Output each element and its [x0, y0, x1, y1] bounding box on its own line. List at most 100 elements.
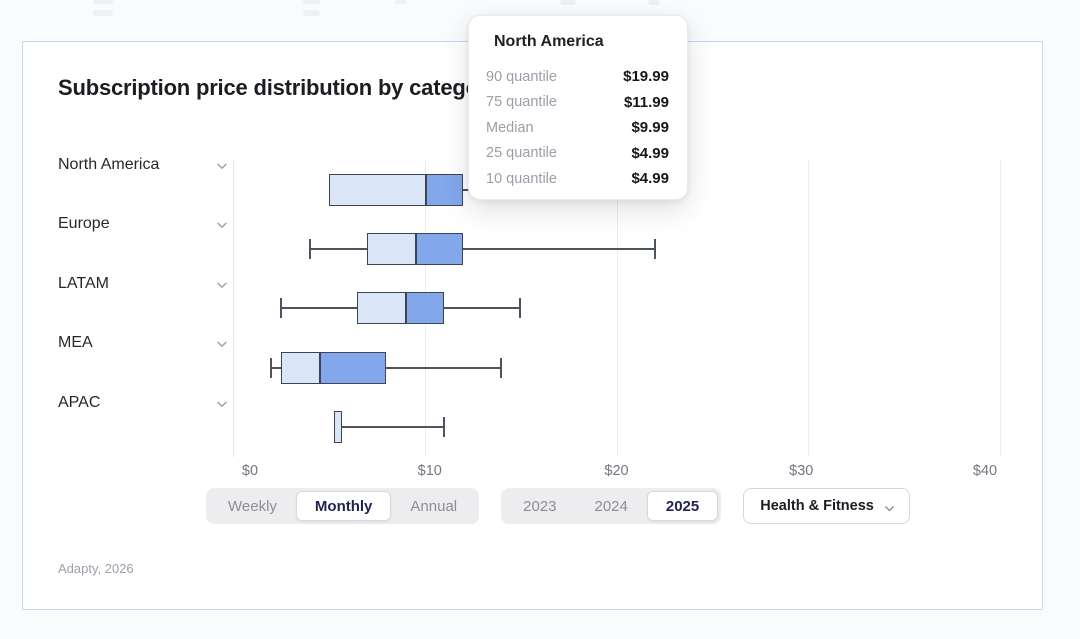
period-segmented-control: Weekly Monthly Annual: [206, 488, 480, 524]
box-median-q75: [407, 293, 443, 324]
box: [328, 173, 463, 206]
box-median-q75: [321, 352, 386, 383]
filters-row: Weekly Monthly Annual 2023 2024 2025 Health …: [206, 488, 910, 524]
region-row-north-america[interactable]: North America: [58, 155, 228, 175]
year-option-2023[interactable]: 2023: [523, 497, 557, 515]
median-line: [319, 352, 322, 383]
tooltip-quantile-label: 10 quantile: [486, 170, 557, 187]
box-median-q75: [426, 174, 462, 205]
box: [367, 233, 463, 266]
tooltip-title: North America: [494, 33, 604, 50]
whisker-line-low: [280, 307, 358, 310]
chevron-down-icon[interactable]: [216, 397, 228, 409]
region-label: MEA: [58, 334, 93, 352]
region-row-apac[interactable]: APAC: [58, 393, 228, 413]
whisker-cap-high: [653, 239, 656, 260]
chevron-down-icon[interactable]: [216, 218, 228, 230]
x-axis-tick-label: $10: [417, 463, 442, 479]
category-dropdown[interactable]: Health & Fitness: [743, 488, 910, 524]
page-title: Subscription price distribution by categ…: [58, 75, 500, 100]
whisker-line-high: [443, 307, 521, 310]
category-dropdown-value: Health & Fitness: [760, 498, 874, 514]
tooltip-quantile-value: $4.99: [631, 144, 669, 162]
tooltip-quantile-label: 25 quantile: [486, 145, 557, 162]
year-option-2024[interactable]: 2024: [594, 497, 628, 515]
tooltip-quantile-label: 90 quantile: [486, 68, 557, 85]
period-option-annual[interactable]: Annual: [410, 497, 458, 515]
tooltip-quantile-label: 75 quantile: [486, 94, 557, 111]
whisker-cap-high: [519, 298, 522, 319]
x-axis-tick-label: $40: [972, 463, 998, 479]
period-option-monthly[interactable]: Monthly: [295, 491, 392, 521]
whisker-line-high: [462, 248, 655, 251]
box-median-q75: [416, 234, 462, 265]
chevron-down-icon[interactable]: [216, 278, 228, 290]
region-label: North America: [58, 156, 160, 173]
source-footnote: Adapty, 2026: [58, 561, 134, 576]
whisker-cap-low: [279, 298, 282, 319]
tooltip-row: 75 quantile $11.99: [486, 90, 669, 116]
box: [280, 351, 387, 384]
cropped-content-fragment: [303, 10, 320, 16]
region-label: Europe: [58, 215, 110, 233]
gridline: [1000, 160, 1001, 457]
quantile-tooltip: North America 90 quantile $19.99 75 quan…: [468, 15, 688, 200]
whisker-cap-low: [270, 357, 273, 378]
box-q25-median: [368, 234, 415, 265]
tooltip-row: 10 quantile $4.99: [486, 166, 669, 192]
cropped-content-fragment: [93, 0, 113, 4]
tooltip-row: Median $9.99: [486, 115, 669, 141]
tooltip-quantile-value: $9.99: [631, 119, 669, 137]
gridline: [616, 160, 618, 457]
box-q25-median: [281, 352, 320, 383]
tooltip-row: 90 quantile $19.99: [486, 64, 669, 90]
region-row-mea[interactable]: MEA: [58, 333, 228, 353]
cropped-content-fragment: [560, 0, 576, 5]
x-axis-tick-label: $30: [789, 463, 814, 479]
boxplot-area: $0 $10 $20 $30 $40: [233, 160, 1001, 479]
whisker-line-high: [338, 426, 444, 429]
tooltip-quantile-value: $4.99: [631, 170, 669, 188]
chevron-down-icon: [884, 501, 895, 512]
region-row-europe[interactable]: Europe: [58, 214, 228, 234]
whisker-line-low: [309, 248, 368, 251]
year-segmented-control: 2023 2024 2025: [501, 488, 722, 524]
region-label: APAC: [58, 393, 101, 411]
chevron-down-icon[interactable]: [216, 159, 228, 171]
boxplot-mea[interactable]: [233, 338, 1000, 397]
cropped-content-fragment: [303, 0, 320, 4]
median-line: [414, 234, 417, 265]
region-label: LATAM: [58, 274, 109, 292]
box: [357, 292, 444, 325]
chevron-down-icon[interactable]: [216, 337, 228, 349]
gridline: [808, 160, 810, 457]
tooltip-row: 25 quantile $4.99: [486, 141, 669, 167]
box-q25-median: [329, 174, 425, 205]
whisker-cap-low: [308, 239, 311, 260]
cropped-content-fragment: [93, 10, 113, 16]
x-axis-tick-label: $0: [241, 463, 259, 479]
cropped-content-fragment: [648, 0, 660, 5]
whisker-cap-high: [500, 357, 503, 378]
period-option-weekly[interactable]: Weekly: [228, 497, 277, 515]
tooltip-rows: 90 quantile $19.99 75 quantile $11.99 Me…: [486, 64, 669, 192]
whisker-cap-high: [442, 417, 445, 438]
box-q25-median: [358, 293, 406, 324]
gridline: [233, 160, 234, 457]
whisker-line-high: [386, 366, 502, 369]
tooltip-quantile-value: $19.99: [623, 68, 669, 86]
boxplot-latam[interactable]: [233, 279, 1000, 338]
boxplot-apac[interactable]: [233, 398, 1000, 457]
region-row-latam[interactable]: LATAM: [58, 274, 228, 294]
whisker-line-low: [271, 366, 281, 369]
tooltip-quantile-value: $11.99: [623, 93, 669, 111]
median-line: [405, 293, 408, 324]
year-option-2025[interactable]: 2025: [646, 491, 719, 521]
median-line: [424, 174, 427, 205]
boxplot-north-america[interactable]: [233, 160, 1000, 219]
box: [334, 411, 343, 444]
tooltip-quantile-label: Median: [486, 119, 534, 136]
x-axis-tick-label: $20: [604, 463, 629, 479]
cropped-content-fragment: [395, 0, 407, 4]
boxplot-europe[interactable]: [233, 219, 1000, 278]
